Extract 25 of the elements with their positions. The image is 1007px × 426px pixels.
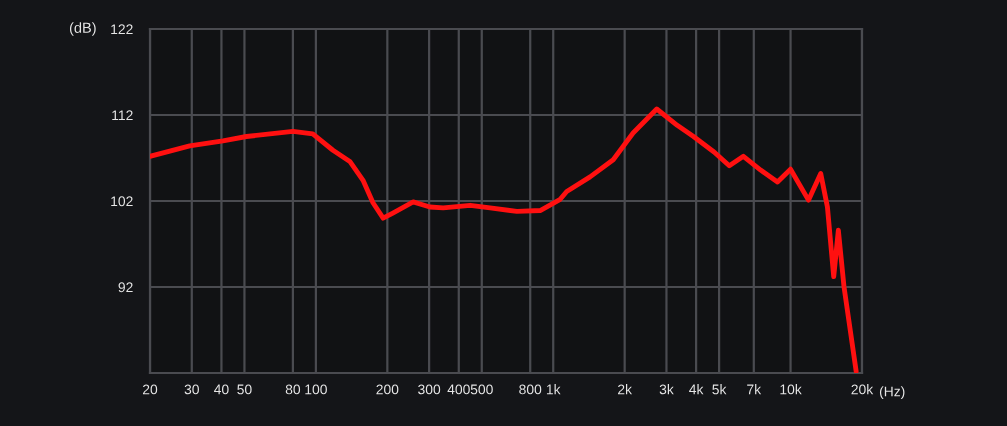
x-tick-label: 80 [285, 384, 301, 395]
x-tick-label: 1k [546, 384, 561, 395]
y-axis-title: (dB) [69, 22, 96, 36]
x-tick-label: 50 [237, 384, 252, 395]
x-tick-label: 500 [470, 384, 493, 395]
x-tick-label: 20k [851, 384, 874, 395]
x-tick-label: 400 [447, 384, 470, 395]
y-tick-label: 102 [111, 196, 133, 207]
x-tick-label: 40 [214, 384, 229, 395]
x-tick-label: 2k [618, 384, 633, 395]
y-tick-label: 92 [118, 282, 133, 293]
x-tick-label: 200 [376, 384, 399, 395]
x-tick-label: 5k [712, 384, 727, 395]
x-tick-label: 300 [418, 384, 441, 395]
y-tick-label: 122 [111, 24, 133, 35]
x-tick-label: 30 [184, 384, 199, 395]
x-axis-title: (Hz) [879, 386, 905, 400]
x-tick-label: 10k [780, 384, 802, 395]
x-tick-label: 3k [659, 384, 674, 395]
x-tick-label: 100 [305, 384, 327, 395]
x-tick-label: 7k [747, 384, 762, 395]
x-tick-label: 20 [142, 384, 158, 395]
x-tick-label: 800 [519, 384, 542, 395]
x-tick-label: 4k [689, 384, 704, 395]
y-tick-label: 112 [112, 110, 133, 121]
